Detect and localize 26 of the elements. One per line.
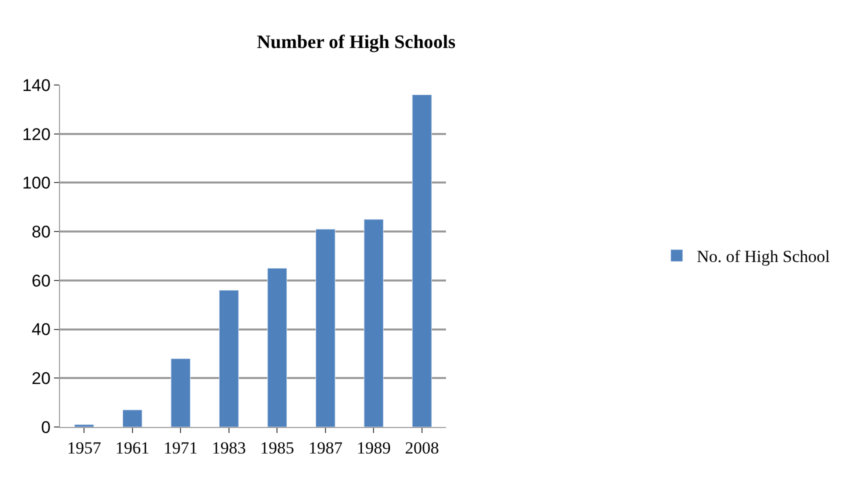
x-tick-label: 1971 xyxy=(164,438,198,458)
legend-label: No. of High School xyxy=(696,247,830,266)
x-tick-label: 1961 xyxy=(115,438,150,458)
x-tick-label: 1989 xyxy=(356,438,391,458)
y-tick-label: 120 xyxy=(22,124,51,144)
bar xyxy=(316,228,336,427)
bar xyxy=(364,219,384,427)
x-tick-label: 1983 xyxy=(212,438,246,458)
y-tick-label: 100 xyxy=(22,174,51,193)
y-tick-label: 80 xyxy=(32,222,51,242)
y-tick-label: 0 xyxy=(41,418,51,437)
bar xyxy=(74,424,94,427)
bar xyxy=(412,94,432,427)
bar xyxy=(219,290,239,427)
bar xyxy=(122,410,142,427)
x-tick-label: 1957 xyxy=(67,438,102,458)
chart-title: Number of High Schools xyxy=(256,32,456,54)
y-tick-label: 140 xyxy=(22,76,51,95)
bar xyxy=(170,358,191,427)
y-tick-label: 40 xyxy=(32,320,51,340)
bar xyxy=(267,268,288,427)
y-tick-label: 60 xyxy=(32,271,51,290)
x-tick-label: 1987 xyxy=(308,438,343,458)
x-tick-label: 1985 xyxy=(260,438,294,458)
x-tick-label: 2008 xyxy=(404,438,439,458)
y-tick-label: 20 xyxy=(32,369,51,388)
